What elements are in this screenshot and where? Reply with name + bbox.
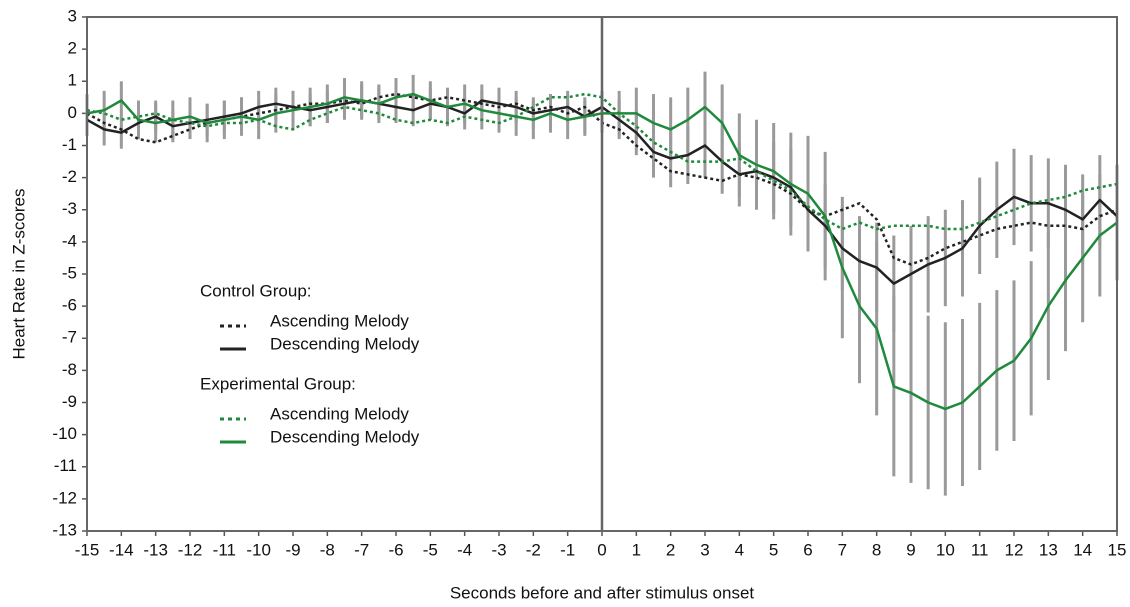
x-tick-label: -13: [143, 540, 168, 559]
y-tick-label: -6: [62, 296, 77, 315]
x-tick-label: -2: [526, 540, 541, 559]
x-tick-label: 15: [1108, 540, 1127, 559]
y-tick-label: -9: [62, 392, 77, 411]
x-tick-label: 4: [735, 540, 744, 559]
x-axis-label: Seconds before and after stimulus onset: [450, 583, 755, 602]
x-tick-label: 2: [666, 540, 675, 559]
y-tick-label: 0: [68, 103, 77, 122]
y-tick-label: -12: [52, 488, 77, 507]
y-tick-label: 1: [68, 71, 77, 90]
x-tick-label: 8: [872, 540, 881, 559]
x-tick-label: 12: [1005, 540, 1024, 559]
x-tick-label: 0: [597, 540, 606, 559]
x-tick-label: -14: [109, 540, 134, 559]
x-tick-label: -6: [388, 540, 403, 559]
legend-label: Ascending Melody: [270, 311, 409, 330]
legend-title: Experimental Group:: [200, 374, 356, 393]
x-tick-label: -7: [354, 540, 369, 559]
y-tick-label: -8: [62, 360, 77, 379]
x-tick-label: -9: [285, 540, 300, 559]
x-tick-label: -3: [491, 540, 506, 559]
y-tick-label: -1: [62, 135, 77, 154]
x-tick-label: -8: [320, 540, 335, 559]
y-tick-label: -13: [52, 520, 77, 539]
y-tick-label: -2: [62, 167, 77, 186]
legend-title: Control Group:: [200, 281, 312, 300]
x-tick-label: -4: [457, 540, 472, 559]
x-tick-label: -10: [246, 540, 271, 559]
x-tick-label: -12: [178, 540, 203, 559]
x-tick-label: -1: [560, 540, 575, 559]
x-tick-label: 13: [1039, 540, 1058, 559]
x-tick-label: 6: [803, 540, 812, 559]
y-tick-label: -11: [54, 456, 77, 475]
x-tick-label: -15: [75, 540, 100, 559]
x-tick-label: 5: [769, 540, 778, 559]
y-tick-label: -4: [62, 231, 77, 250]
y-tick-label: -5: [62, 263, 77, 282]
y-tick-label: -7: [62, 328, 77, 347]
y-tick-label: 2: [68, 39, 77, 58]
x-tick-label: 7: [838, 540, 847, 559]
x-tick-label: 9: [906, 540, 915, 559]
y-axis-label: Heart Rate in Z-scores: [9, 189, 28, 360]
x-tick-label: 14: [1073, 540, 1092, 559]
x-tick-label: -11: [213, 540, 236, 559]
x-tick-label: 11: [971, 540, 989, 559]
legend-label: Descending Melody: [270, 427, 420, 446]
legend-label: Ascending Melody: [270, 404, 409, 423]
x-tick-label: -5: [423, 540, 438, 559]
x-tick-label: 1: [632, 540, 641, 559]
legend-label: Descending Melody: [270, 334, 420, 353]
plot-frame: [86, 16, 1118, 532]
y-tick-label: -3: [62, 199, 77, 218]
y-tick-label: 3: [68, 6, 77, 25]
y-tick-label: -10: [52, 424, 77, 443]
x-tick-label: 10: [936, 540, 955, 559]
x-tick-label: 3: [700, 540, 709, 559]
